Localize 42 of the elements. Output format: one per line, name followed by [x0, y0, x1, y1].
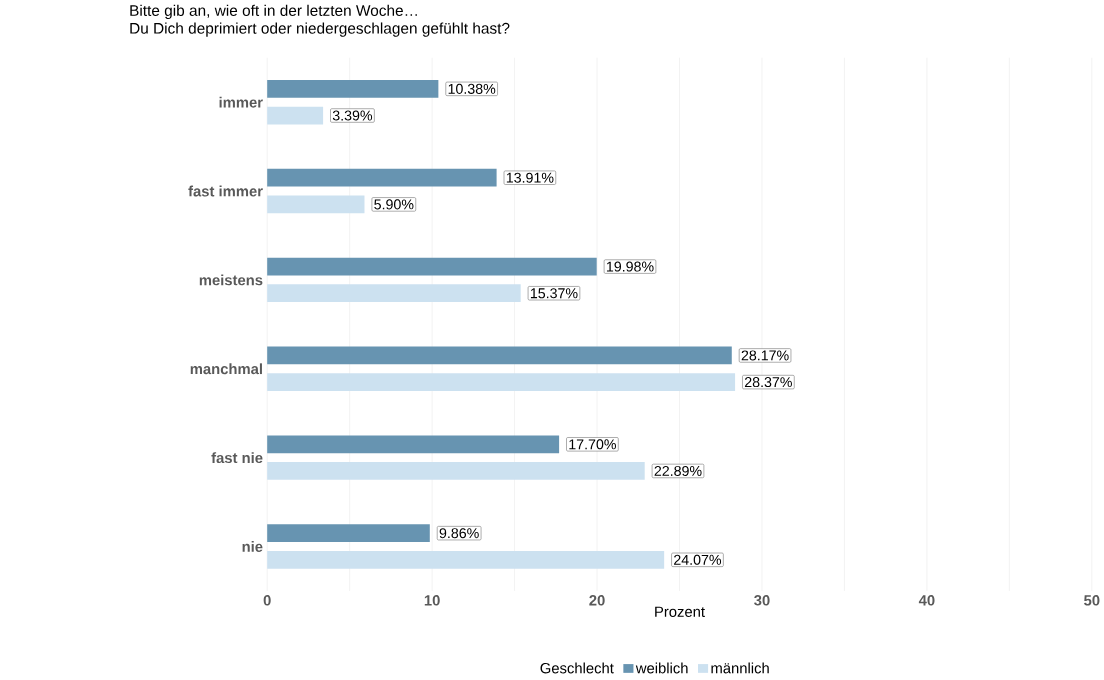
data-label: 5.90% — [374, 199, 414, 210]
data-label: 28.37% — [744, 377, 792, 388]
data-label: 17.70% — [569, 439, 616, 450]
bar — [267, 168, 497, 187]
data-label: 10.38% — [448, 83, 496, 94]
data-label: 9.86% — [439, 528, 479, 539]
bar — [267, 80, 439, 98]
data-label: 3.39% — [332, 110, 373, 121]
bar — [267, 257, 597, 276]
y-tick-label: immer — [219, 96, 263, 108]
x-tick-label: 0 — [263, 595, 271, 606]
data-label: 19.98% — [606, 261, 654, 272]
chart-title: Bitte gib an, wie oft in der letzten Woche… — [130, 4, 417, 20]
y-tick-label: fast immer — [188, 185, 263, 197]
bar — [267, 284, 521, 303]
y-tick-label: nie — [242, 541, 263, 553]
legend-label: weiblich — [635, 662, 688, 674]
bar — [267, 462, 645, 480]
data-label: 13.91% — [506, 172, 554, 183]
legend-label: männlich — [711, 662, 769, 674]
bar — [267, 195, 365, 214]
bar — [267, 373, 736, 392]
data-label: 28.17% — [741, 350, 789, 361]
bar — [267, 551, 665, 569]
bar — [267, 435, 560, 454]
legend-title: Geschlecht — [540, 662, 614, 674]
data-label: 22.89% — [654, 466, 702, 477]
bar — [267, 524, 430, 543]
x-tick-label: 10 — [424, 595, 440, 606]
x-tick-label: 20 — [589, 595, 605, 606]
x-axis-title: Prozent — [655, 606, 705, 618]
data-label: 24.07% — [674, 554, 722, 565]
bar — [267, 346, 732, 365]
bar — [267, 106, 324, 125]
chart-subtitle: Du Dich deprimiert oder niedergeschlagen gefühlt hast? — [130, 22, 510, 37]
x-tick-label: 30 — [754, 595, 770, 606]
y-tick-label: fast nie — [211, 452, 263, 464]
x-tick-label: 50 — [1084, 595, 1100, 606]
y-tick-label: manchmal — [190, 363, 262, 375]
y-tick-label: meistens — [199, 274, 263, 286]
x-tick-label: 40 — [918, 595, 935, 606]
data-label: 15.37% — [530, 288, 578, 299]
